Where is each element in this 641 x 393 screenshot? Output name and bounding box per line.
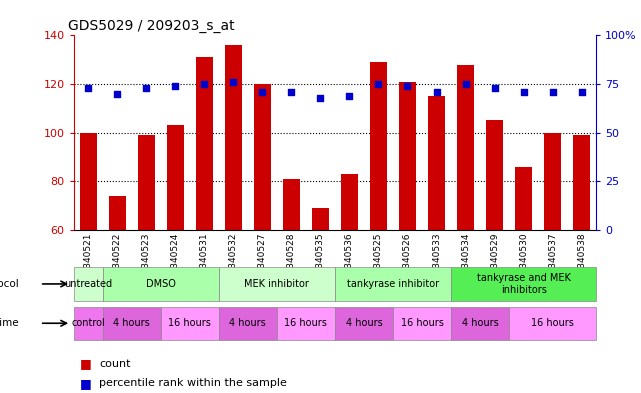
Text: 4 hours: 4 hours	[113, 318, 150, 328]
Bar	[399, 82, 416, 376]
Point	[344, 92, 354, 99]
Point	[228, 79, 238, 85]
Bar	[224, 45, 242, 376]
Bar	[457, 64, 474, 376]
Point	[519, 89, 529, 95]
Bar	[79, 132, 97, 376]
Text: ■: ■	[80, 357, 92, 370]
Point	[83, 85, 94, 91]
Bar	[219, 307, 277, 340]
Bar	[196, 57, 213, 376]
Text: 4 hours: 4 hours	[229, 318, 266, 328]
Text: GDS5029 / 209203_s_at: GDS5029 / 209203_s_at	[69, 19, 235, 33]
Text: tankyrase and MEK
inhibitors: tankyrase and MEK inhibitors	[477, 273, 570, 295]
Point	[257, 89, 267, 95]
Text: control: control	[71, 318, 105, 328]
Text: 4 hours: 4 hours	[462, 318, 499, 328]
Point	[112, 90, 122, 97]
Bar	[515, 167, 532, 376]
Point	[373, 81, 383, 87]
Bar	[108, 196, 126, 376]
Text: MEK inhibitor: MEK inhibitor	[244, 279, 310, 289]
Bar	[283, 179, 300, 376]
Point	[141, 85, 151, 91]
Bar	[486, 121, 503, 376]
Point	[287, 89, 297, 95]
Text: tankyrase inhibitor: tankyrase inhibitor	[347, 279, 439, 289]
Text: 4 hours: 4 hours	[345, 318, 382, 328]
Bar	[370, 62, 387, 376]
Bar	[312, 208, 329, 376]
Text: percentile rank within the sample: percentile rank within the sample	[99, 378, 287, 388]
Bar	[335, 267, 451, 301]
Text: 16 hours: 16 hours	[401, 318, 444, 328]
Point	[547, 89, 558, 95]
Bar	[341, 174, 358, 376]
Bar	[138, 135, 155, 376]
Bar	[254, 84, 271, 376]
Text: 16 hours: 16 hours	[169, 318, 212, 328]
Text: count: count	[99, 358, 131, 369]
Point	[199, 81, 210, 87]
Text: protocol: protocol	[0, 279, 19, 289]
Bar	[451, 267, 596, 301]
Bar	[167, 125, 184, 376]
Text: 16 hours: 16 hours	[531, 318, 574, 328]
Bar	[74, 267, 103, 301]
Point	[460, 81, 470, 87]
Bar	[277, 307, 335, 340]
Point	[490, 85, 500, 91]
Text: DMSO: DMSO	[146, 279, 176, 289]
Bar	[573, 135, 590, 376]
Bar	[74, 307, 103, 340]
Text: 16 hours: 16 hours	[285, 318, 328, 328]
Point	[315, 94, 326, 101]
Bar	[103, 307, 161, 340]
Bar	[219, 267, 335, 301]
Text: untreated: untreated	[64, 279, 112, 289]
Bar	[451, 307, 509, 340]
Point	[170, 83, 180, 89]
Bar	[103, 267, 219, 301]
Text: ■: ■	[80, 376, 92, 390]
Text: time: time	[0, 318, 19, 328]
Bar	[161, 307, 219, 340]
Bar	[335, 307, 393, 340]
Point	[403, 83, 413, 89]
Point	[576, 89, 587, 95]
Bar	[544, 132, 562, 376]
Point	[431, 89, 442, 95]
Bar	[393, 307, 451, 340]
Bar	[509, 307, 596, 340]
Bar	[428, 96, 445, 376]
